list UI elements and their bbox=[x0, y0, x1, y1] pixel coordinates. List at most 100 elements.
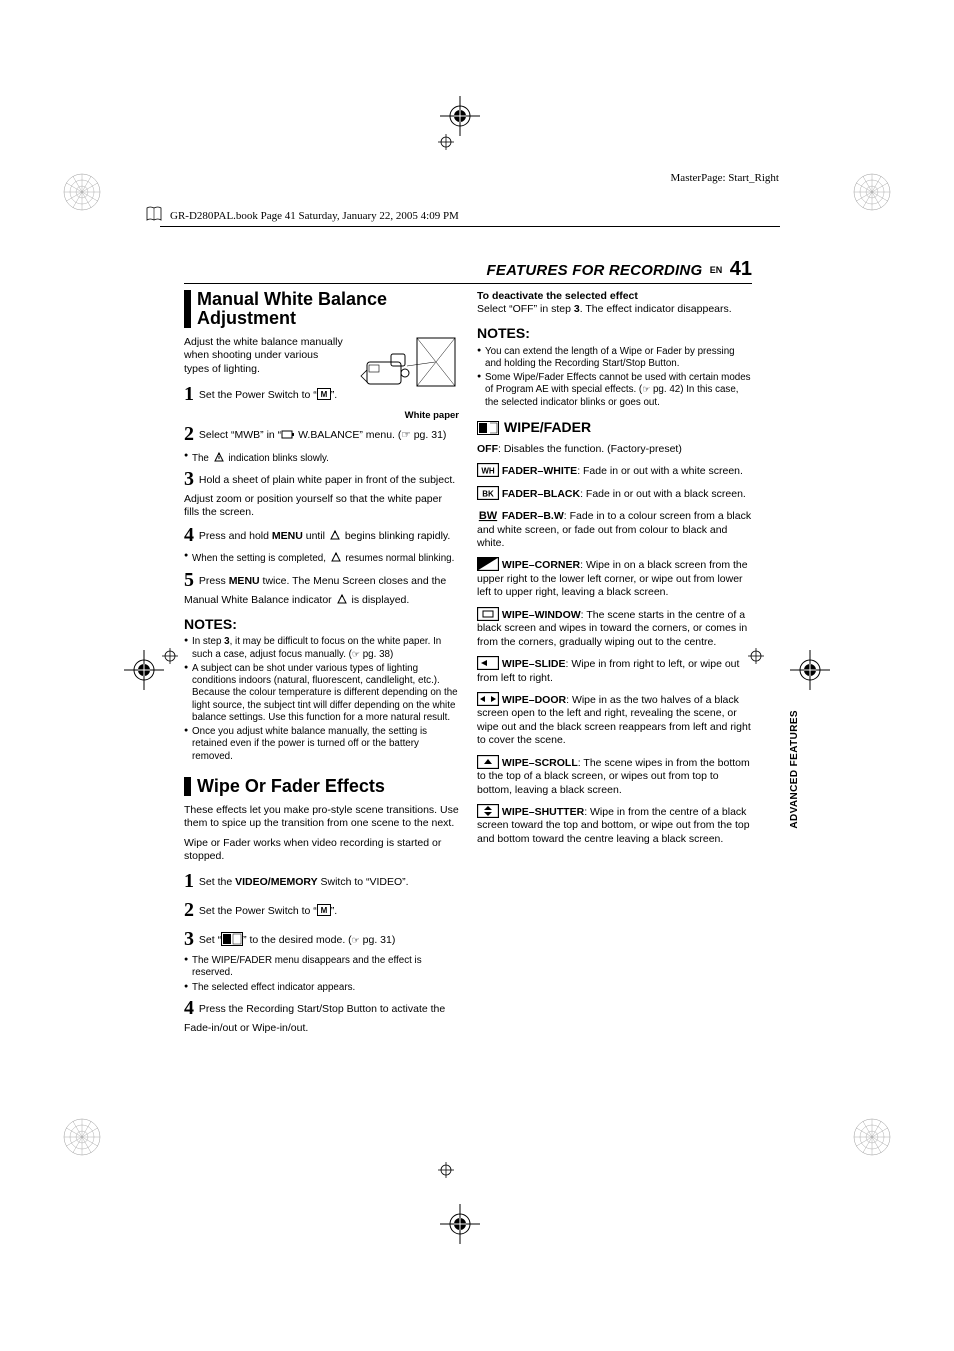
book-icon bbox=[144, 204, 164, 224]
wb-icon bbox=[329, 551, 343, 563]
step-text: Press bbox=[199, 575, 229, 587]
wipe-scroll-icon bbox=[477, 755, 499, 769]
step-text: Press the Recording Start/Stop Button to… bbox=[184, 1003, 445, 1034]
svg-text:M: M bbox=[320, 906, 327, 915]
step-num: 3 bbox=[184, 928, 194, 950]
step-4-bullet: When the setting is completed, resumes n… bbox=[184, 551, 459, 565]
note-3: Once you adjust white balance manually, … bbox=[184, 726, 459, 763]
registration-mark-icon bbox=[850, 1115, 894, 1159]
left-column: Manual White Balance Adjustment bbox=[184, 290, 459, 1038]
step-2: 2 Select “MWB” in “ W.BALANCE” menu. (☞ … bbox=[184, 422, 459, 448]
step-text: until bbox=[303, 530, 328, 542]
section-title: FEATURES FOR RECORDING bbox=[487, 262, 703, 279]
registration-mark-icon bbox=[122, 648, 166, 692]
header-line: GR-D280PAL.book Page 41 Saturday, Januar… bbox=[170, 210, 459, 222]
wipe-step-2: 2 Set the Power Switch to “M”. bbox=[184, 898, 459, 924]
effect-fader-bw: BW FADER–B.W: Fade in to a colour screen… bbox=[477, 508, 752, 550]
step-bold: MENU bbox=[272, 530, 303, 542]
step-bold: VIDEO/MEMORY bbox=[235, 876, 317, 888]
svg-text:WH: WH bbox=[481, 467, 495, 476]
heading-manual-wb: Manual White Balance Adjustment bbox=[184, 290, 459, 328]
wipe-intro-2: Wipe or Fader works when video recording… bbox=[184, 837, 459, 864]
header-rule bbox=[160, 226, 780, 227]
effect-label: OFF bbox=[477, 443, 498, 455]
step-num: 2 bbox=[184, 899, 194, 921]
step-text: ”. bbox=[331, 389, 337, 401]
fader-black-icon: BK bbox=[477, 486, 499, 500]
svg-text:BW: BW bbox=[479, 510, 498, 522]
step-num: 4 bbox=[184, 524, 194, 546]
step-text: begins blinking rapidly. bbox=[342, 530, 450, 542]
notes-heading: NOTES: bbox=[184, 616, 459, 634]
wipe-bul-2: The selected effect indicator appears. bbox=[184, 982, 459, 994]
wipe-fader-icon bbox=[477, 421, 499, 435]
step-text: Press and hold bbox=[199, 530, 272, 542]
effect-wipe-door: WIPE–DOOR: Wipe in as the two halves of … bbox=[477, 692, 752, 748]
step-3: 3 Hold a sheet of plain white paper in f… bbox=[184, 467, 459, 519]
effect-wipe-shutter: WIPE–SHUTTER: Wipe in from the centre of… bbox=[477, 804, 752, 846]
page-content: FEATURES FOR RECORDING EN 41 Manual Whit… bbox=[184, 258, 752, 1038]
registration-mark-icon bbox=[438, 1202, 482, 1246]
step-num: 2 bbox=[184, 423, 194, 445]
effect-label: WIPE–DOOR bbox=[502, 694, 566, 706]
wipe-shutter-icon bbox=[477, 804, 499, 818]
step-5: 5 Press MENU twice. The Menu Screen clos… bbox=[184, 568, 459, 608]
effect-off: OFF: Disables the function. (Factory-pre… bbox=[477, 443, 752, 456]
camera-figure: White paper bbox=[349, 336, 459, 423]
m-mode-icon: M bbox=[317, 388, 331, 400]
effect-label: FADER–B.W bbox=[502, 510, 564, 522]
effect-label: FADER–WHITE bbox=[502, 465, 577, 477]
note-2: A subject can be shot under various type… bbox=[184, 663, 459, 724]
registration-mark-icon bbox=[60, 1115, 104, 1159]
step-num: 4 bbox=[184, 997, 194, 1019]
registration-mark-icon bbox=[788, 648, 832, 692]
effect-label: WIPE–CORNER bbox=[502, 559, 580, 571]
deactivate-heading: To deactivate the selected effect bbox=[477, 290, 752, 303]
effect-wipe-slide: WIPE–SLIDE: Wipe in from right to left, … bbox=[477, 656, 752, 685]
wipe-fader-menu-icon bbox=[221, 932, 243, 946]
step-text: is displayed. bbox=[349, 594, 410, 606]
wipe-intro-1: These effects let you make pro-style sce… bbox=[184, 804, 459, 831]
step-text: W.BALANCE” menu. (☞ pg. 31) bbox=[295, 429, 446, 441]
wipe-step-1: 1 Set the VIDEO/MEMORY Switch to “VIDEO”… bbox=[184, 869, 459, 895]
fader-white-icon: WH bbox=[477, 463, 499, 477]
step-num: 5 bbox=[184, 569, 194, 591]
wb-icon bbox=[212, 451, 226, 463]
wipe-door-icon bbox=[477, 692, 499, 706]
effect-wipe-corner: WIPE–CORNER: Wipe in on a black screen f… bbox=[477, 557, 752, 599]
wipe-step-4: 4 Press the Recording Start/Stop Button … bbox=[184, 996, 459, 1035]
wipe-slide-icon bbox=[477, 656, 499, 670]
registration-mark-icon bbox=[60, 170, 104, 214]
wipe-fader-subheading: WIPE/FADER bbox=[477, 419, 752, 437]
right-note-1: You can extend the length of a Wipe or F… bbox=[477, 346, 752, 370]
note-1: In step 3, it may be difficult to focus … bbox=[184, 636, 459, 660]
registration-mark-icon bbox=[438, 1162, 454, 1178]
page-number: 41 bbox=[730, 258, 752, 280]
page-header: FEATURES FOR RECORDING EN 41 bbox=[184, 258, 752, 284]
effect-label: FADER–BLACK bbox=[502, 488, 580, 500]
registration-mark-icon bbox=[438, 94, 482, 138]
step-4: 4 Press and hold MENU until begins blink… bbox=[184, 523, 459, 549]
masterpage-label: MasterPage: Start_Right bbox=[671, 172, 779, 184]
registration-mark-icon bbox=[850, 170, 894, 214]
effect-desc: : Fade in or out with a white screen. bbox=[577, 465, 743, 477]
sidebar-label: ADVANCED FEATURES bbox=[789, 710, 800, 829]
effect-wipe-scroll: WIPE–SCROLL: The scene wipes in from the… bbox=[477, 755, 752, 797]
step-bold: MENU bbox=[229, 575, 260, 587]
effect-fader-white: WH FADER–WHITE: Fade in or out with a wh… bbox=[477, 463, 752, 478]
wipe-step-3: 3 Set “” to the desired mode. (☞ pg. 31) bbox=[184, 927, 459, 953]
notes-heading-right: NOTES: bbox=[477, 325, 752, 343]
effect-desc: : Fade in or out with a black screen. bbox=[580, 488, 746, 500]
wipe-corner-icon bbox=[477, 557, 499, 571]
registration-mark-icon bbox=[438, 134, 454, 150]
step-num: 1 bbox=[184, 383, 194, 405]
figure-caption: White paper bbox=[349, 410, 459, 422]
svg-text:M: M bbox=[320, 390, 327, 399]
step-2-bullet: The indication blinks slowly. bbox=[184, 451, 459, 465]
fader-bw-icon: BW bbox=[477, 508, 499, 522]
camera-menu-icon bbox=[281, 428, 295, 440]
en-label: EN bbox=[710, 265, 723, 275]
effect-fader-black: BK FADER–BLACK: Fade in or out with a bl… bbox=[477, 486, 752, 501]
effect-wipe-window: WIPE–WINDOW: The scene starts in the cen… bbox=[477, 607, 752, 649]
effect-label: WIPE–SLIDE bbox=[502, 658, 566, 670]
